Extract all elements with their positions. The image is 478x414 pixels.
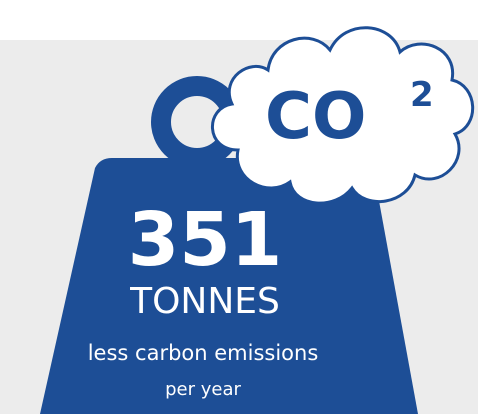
weight-line1: less carbon emissions: [88, 341, 319, 365]
cloud-text: CO: [265, 80, 366, 154]
weight-body: [40, 158, 418, 414]
weight-line2: per year: [165, 379, 241, 400]
weight-unit: TONNES: [129, 281, 280, 322]
cloud: [210, 26, 475, 205]
weight-number: 351: [128, 197, 282, 283]
cloud-superscript: 2: [410, 75, 434, 115]
